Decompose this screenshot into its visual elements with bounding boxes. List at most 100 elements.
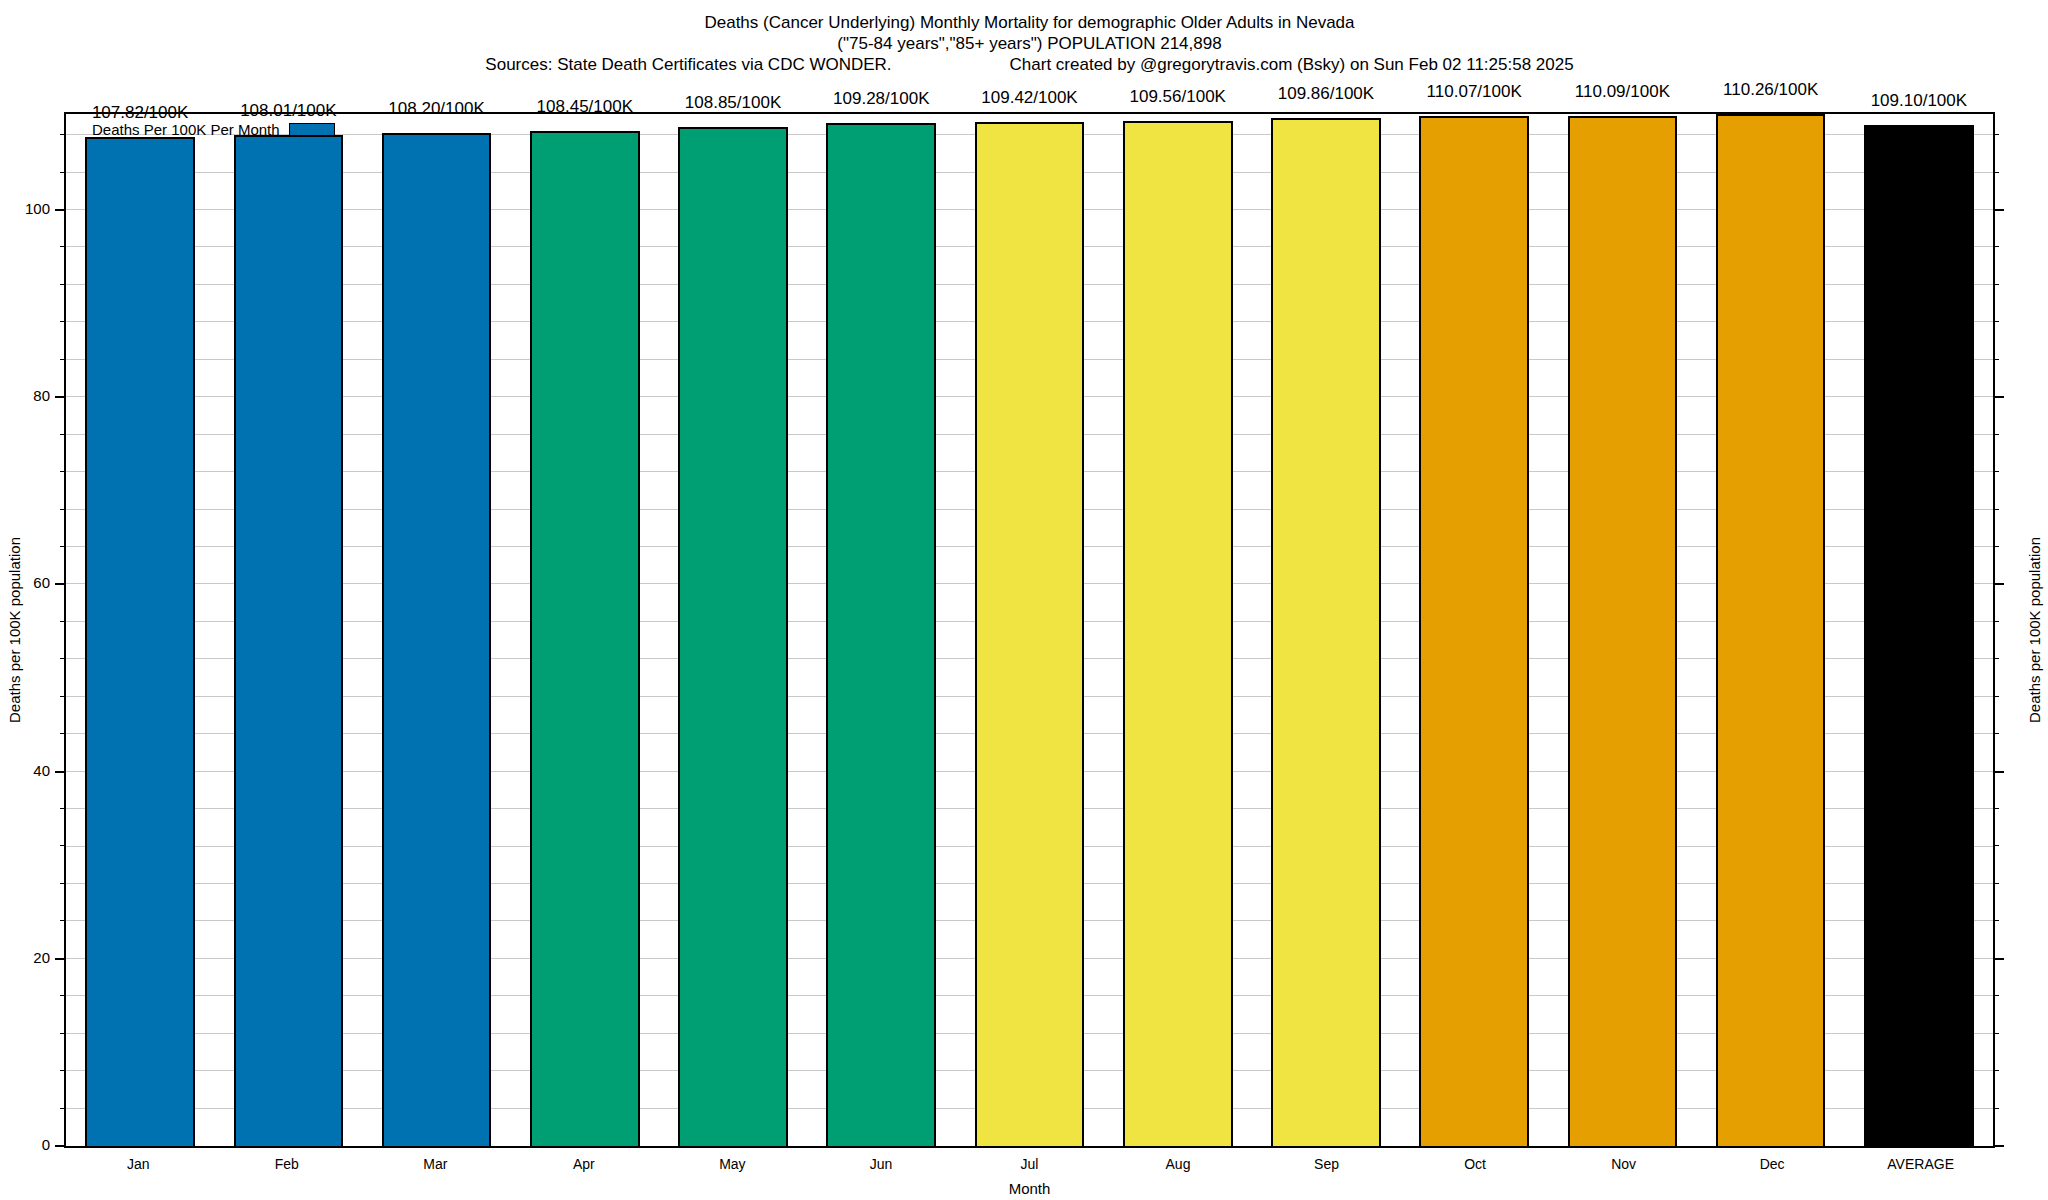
bar-dec [1716, 114, 1826, 1146]
bar-value-label: 108.20/100K [388, 99, 484, 119]
source-line: Sources: State Death Certificates via CD… [64, 54, 1995, 75]
minor-tick-mark [60, 134, 64, 135]
chart-header: Deaths (Cancer Underlying) Monthly Morta… [64, 12, 1995, 75]
legend-swatch [289, 123, 335, 136]
minor-tick-mark [60, 546, 64, 547]
bar-value-label: 107.82/100K [92, 103, 188, 123]
minor-tick-mark [1995, 246, 1999, 247]
major-tick-mark [1995, 1145, 2004, 1147]
minor-tick-mark [1995, 658, 1999, 659]
y-tick-label: 80 [33, 387, 50, 404]
x-axis-title: Month [64, 1180, 1995, 1197]
major-tick-mark [55, 396, 64, 398]
minor-tick-mark [60, 1108, 64, 1109]
bar-value-label: 108.45/100K [537, 97, 633, 117]
bar-value-label: 109.42/100K [981, 88, 1077, 108]
chart-title: Deaths (Cancer Underlying) Monthly Morta… [64, 12, 1995, 33]
chart-subtitle: ("75-84 years","85+ years") POPULATION 2… [64, 33, 1995, 54]
x-tick-label: Aug [1104, 1156, 1253, 1172]
minor-tick-mark [1995, 920, 1999, 921]
bar-value-label: 108.01/100K [240, 101, 336, 121]
x-tick-label: Dec [1698, 1156, 1847, 1172]
minor-tick-mark [1995, 733, 1999, 734]
bar-value-label: 109.56/100K [1130, 87, 1226, 107]
minor-tick-mark [60, 509, 64, 510]
minor-tick-mark [60, 883, 64, 884]
major-tick-mark [1995, 396, 2004, 398]
bar-value-label: 109.28/100K [833, 89, 929, 109]
major-tick-mark [1995, 958, 2004, 960]
minor-tick-mark [60, 733, 64, 734]
bar-average [1864, 125, 1974, 1146]
x-tick-label: May [658, 1156, 807, 1172]
bar-jun [826, 123, 936, 1146]
credit-text: Chart created by @gregorytravis.com (Bsk… [1010, 54, 1574, 75]
x-tick-label: Jun [807, 1156, 956, 1172]
major-tick-mark [55, 771, 64, 773]
minor-tick-mark [60, 1033, 64, 1034]
y-tick-label: 0 [42, 1136, 50, 1153]
bar-nov [1568, 116, 1678, 1146]
y-tick-label: 20 [33, 948, 50, 965]
minor-tick-mark [1995, 621, 1999, 622]
x-tick-label: Jul [955, 1156, 1104, 1172]
bar-sep [1271, 118, 1381, 1146]
minor-tick-mark [60, 920, 64, 921]
x-tick-label: Nov [1549, 1156, 1698, 1172]
y-axis-tick-labels: 020406080100 [0, 112, 50, 1144]
legend-label: Deaths Per 100K Per Month [92, 121, 280, 138]
bar-mar [382, 133, 492, 1146]
major-tick-mark [55, 583, 64, 585]
y-axis-label-right: Deaths per 100K population [2026, 537, 2043, 723]
major-tick-mark [1995, 583, 2004, 585]
minor-tick-mark [60, 696, 64, 697]
bar-jan [85, 137, 195, 1146]
bar-jul [975, 122, 1085, 1146]
major-tick-mark [1995, 771, 2004, 773]
minor-tick-mark [1995, 546, 1999, 547]
minor-tick-mark [60, 658, 64, 659]
x-tick-label: Jan [64, 1156, 213, 1172]
bar-value-label: 110.07/100K [1427, 82, 1522, 102]
bar-oct [1419, 116, 1529, 1146]
bar-aug [1123, 121, 1233, 1146]
major-tick-mark [55, 958, 64, 960]
bar-apr [530, 131, 640, 1146]
minor-tick-mark [1995, 808, 1999, 809]
major-tick-mark [55, 209, 64, 211]
minor-tick-mark [60, 172, 64, 173]
y-tick-label: 60 [33, 574, 50, 591]
x-tick-label: Apr [510, 1156, 659, 1172]
bar-value-label: 109.10/100K [1871, 91, 1967, 111]
minor-tick-mark [1995, 172, 1999, 173]
minor-tick-mark [1995, 1033, 1999, 1034]
minor-tick-mark [1995, 696, 1999, 697]
minor-tick-mark [60, 845, 64, 846]
minor-tick-mark [60, 1070, 64, 1071]
minor-tick-mark [1995, 1108, 1999, 1109]
minor-tick-mark [1995, 995, 1999, 996]
legend: Deaths Per 100K Per Month [92, 121, 335, 138]
bar-may [678, 127, 788, 1146]
x-tick-label: Feb [213, 1156, 362, 1172]
minor-tick-mark [60, 995, 64, 996]
minor-tick-mark [1995, 509, 1999, 510]
source-text: Sources: State Death Certificates via CD… [485, 54, 891, 75]
minor-tick-mark [60, 321, 64, 322]
bar-value-label: 110.26/100K [1723, 80, 1818, 100]
x-tick-label: AVERAGE [1846, 1156, 1995, 1172]
minor-tick-mark [60, 246, 64, 247]
minor-tick-mark [60, 434, 64, 435]
bar-feb [234, 135, 344, 1146]
y-tick-label: 100 [25, 200, 50, 217]
minor-tick-mark [1995, 883, 1999, 884]
x-axis-tick-labels: JanFebMarAprMayJunJulAugSepOctNovDecAVER… [64, 1156, 1995, 1172]
minor-tick-mark [1995, 284, 1999, 285]
x-tick-label: Mar [361, 1156, 510, 1172]
minor-tick-mark [1995, 359, 1999, 360]
major-tick-mark [55, 1145, 64, 1147]
bar-value-label: 110.09/100K [1575, 82, 1670, 102]
minor-tick-mark [60, 621, 64, 622]
y-tick-label: 40 [33, 761, 50, 778]
plot-area: Deaths Per 100K Per Month 107.82/100K108… [64, 112, 1995, 1148]
